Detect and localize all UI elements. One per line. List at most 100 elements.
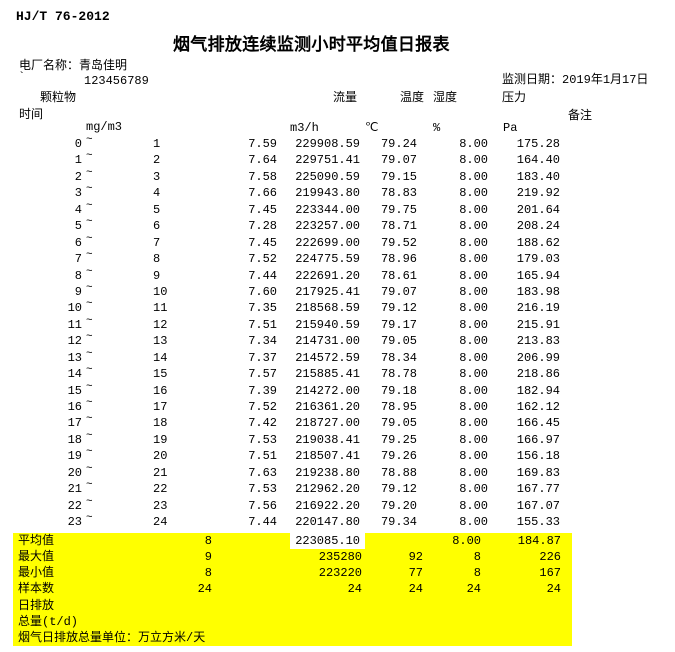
cell-temperature: 79.25 <box>380 432 417 447</box>
summary-flow: 235280 <box>318 550 362 565</box>
plant-name-value: 青岛佳明 <box>79 59 128 73</box>
cell-humidity: 8.00 <box>459 169 488 184</box>
cell-pressure: 183.98 <box>516 284 560 299</box>
unit-particulate: mg/m3 <box>86 120 123 134</box>
cell-particulate: 7.52 <box>248 400 277 414</box>
unit-humidity: % <box>433 121 441 135</box>
tilde-separator: ~ <box>86 462 93 475</box>
summary-row: 样本数 24 24 24 24 24 <box>13 581 572 597</box>
cell-temperature: 79.52 <box>380 235 417 250</box>
cell-hour-to: 6 <box>153 219 161 234</box>
cell-flow: 219943.80 <box>295 186 360 201</box>
tilde-separator: ~ <box>86 429 93 442</box>
cell-particulate: 7.44 <box>248 268 277 283</box>
unit-temperature: ℃ <box>365 121 379 135</box>
cell-hour-from: 19 <box>67 449 82 464</box>
cell-particulate: 7.53 <box>248 432 277 447</box>
cell-humidity: 8.00 <box>459 301 488 316</box>
cell-humidity: 8.00 <box>459 235 488 250</box>
tilde-separator: ~ <box>86 166 93 179</box>
cell-particulate: 7.60 <box>248 284 277 299</box>
table-row: 17 ~ 18 7.42 218727.00 79.05 8.00 166.45 <box>0 413 675 431</box>
cell-temperature: 79.07 <box>380 284 417 299</box>
cell-particulate: 7.42 <box>248 416 277 431</box>
cell-temperature: 79.34 <box>380 515 417 530</box>
cell-flow: 225090.59 <box>295 169 360 184</box>
cell-humidity: 8.00 <box>459 465 488 480</box>
table-row: 23 ~ 24 7.44 220147.80 79.34 8.00 155.33 <box>0 512 675 530</box>
cell-temperature: 79.05 <box>380 334 417 349</box>
cell-hour-from: 1 <box>74 153 82 168</box>
table-row: 2 ~ 3 7.58 225090.59 79.15 8.00 183.40 <box>0 167 675 185</box>
summary-label: 烟气日排放总量单位：万立方米/天 <box>18 630 206 645</box>
cell-pressure: 183.40 <box>516 169 560 184</box>
cell-pressure: 201.64 <box>516 202 560 217</box>
cell-pressure: 169.83 <box>516 465 560 480</box>
table-row: 0 ~ 1 7.59 229908.59 79.24 8.00 175.28 <box>0 134 675 152</box>
cell-hour-to: 19 <box>153 432 168 447</box>
tilde-separator: ~ <box>86 347 93 360</box>
table-row: 20 ~ 21 7.63 219238.80 78.88 8.00 169.83 <box>0 463 675 481</box>
summary-label: 最小值 <box>18 566 55 581</box>
cell-hour-to: 3 <box>153 169 161 184</box>
summary-label: 平均值 <box>18 534 55 548</box>
table-row: 21 ~ 22 7.53 212962.20 79.12 8.00 167.77 <box>0 479 675 497</box>
cell-particulate: 7.59 <box>248 137 277 151</box>
cell-flow: 212962.20 <box>295 482 360 497</box>
cell-humidity: 8.00 <box>459 515 488 530</box>
col-header-time: 时间 <box>19 108 44 122</box>
cell-hour-to: 21 <box>153 465 168 480</box>
summary-flow: 223220 <box>318 566 362 581</box>
cell-hour-from: 10 <box>67 301 82 316</box>
tilde-separator: ~ <box>86 495 93 508</box>
summary-row: 总量(t/d) <box>13 614 572 630</box>
cell-humidity: 8.00 <box>459 482 488 497</box>
cell-hour-from: 8 <box>74 268 82 283</box>
cell-hour-from: 0 <box>74 137 82 151</box>
summary-pressure: 24 <box>546 582 561 597</box>
cell-temperature: 78.96 <box>380 252 417 267</box>
col-header-remark: 备注 <box>568 109 593 123</box>
tilde-separator: ~ <box>86 314 93 327</box>
cell-hour-to: 12 <box>153 317 168 332</box>
tilde-separator: ~ <box>86 479 93 492</box>
cell-particulate: 7.66 <box>248 186 277 201</box>
cell-particulate: 7.28 <box>248 219 277 234</box>
cell-humidity: 8.00 <box>459 252 488 267</box>
cell-particulate: 7.37 <box>248 350 277 365</box>
table-row: 6 ~ 7 7.45 222699.00 79.52 8.00 188.62 <box>0 233 675 251</box>
cell-flow: 218507.41 <box>295 449 360 464</box>
cell-pressure: 213.83 <box>516 334 560 349</box>
cell-particulate: 7.52 <box>248 252 277 267</box>
cell-pressure: 182.94 <box>516 383 560 398</box>
tilde-separator: ~ <box>86 446 93 459</box>
cell-temperature: 79.15 <box>380 169 417 184</box>
cell-flow: 229908.59 <box>295 137 360 151</box>
cell-particulate: 7.45 <box>248 235 277 250</box>
cell-particulate: 7.39 <box>248 383 277 398</box>
cell-particulate: 7.64 <box>248 153 277 168</box>
cell-particulate: 7.44 <box>248 515 277 530</box>
cell-particulate: 7.58 <box>248 169 277 184</box>
report-title: 烟气排放连续监测小时平均值日报表 <box>173 37 450 56</box>
active-cell[interactable]: 223085.10 <box>290 533 365 550</box>
cell-hour-from: 12 <box>67 334 82 349</box>
cell-temperature: 79.07 <box>380 153 417 168</box>
cell-hour-to: 2 <box>153 153 161 168</box>
table-row: 8 ~ 9 7.44 222691.20 78.61 8.00 165.94 <box>0 266 675 284</box>
col-header-flow: 流量 <box>333 91 358 105</box>
cell-humidity: 8.00 <box>459 498 488 513</box>
cell-hour-to: 18 <box>153 416 168 431</box>
summary-label: 日排放 <box>18 598 55 613</box>
cell-flow: 214572.59 <box>295 350 360 365</box>
cell-hour-from: 3 <box>74 186 82 201</box>
plant-name-label: 电厂名称： <box>19 59 80 73</box>
tilde-separator: ~ <box>86 397 93 409</box>
summary-particulate <box>113 614 212 630</box>
cell-flow: 216922.20 <box>295 498 360 513</box>
cell-pressure: 215.91 <box>516 317 560 332</box>
tilde-separator: ~ <box>86 331 93 344</box>
cell-hour-from: 16 <box>67 400 82 414</box>
cell-pressure: 188.62 <box>516 235 560 250</box>
cell-temperature: 79.75 <box>380 202 417 217</box>
